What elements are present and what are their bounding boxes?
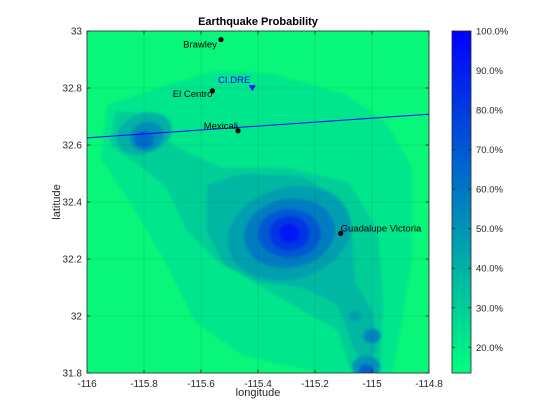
- colorbar-tick-label: 60.0%: [476, 185, 503, 196]
- x-tick-label: -115: [362, 379, 382, 390]
- y-axis: 31.8 32 32.2 32.4 32.6 32.8 33: [63, 27, 429, 380]
- y-axis-label: latitude: [51, 184, 63, 219]
- contour-south-3: [359, 364, 374, 373]
- x-tick-label: -116: [77, 379, 97, 390]
- y-tick-label: 32: [71, 312, 83, 323]
- location-markers: Brawley El Centro Mexicali Guadalupe Victor…: [173, 36, 422, 236]
- chart-title: Earthquake Probability: [198, 16, 319, 28]
- fault-line-layer: [87, 113, 429, 139]
- station-marker: [248, 85, 256, 92]
- city-label: Guadalupe Victoria: [341, 223, 422, 234]
- probability-contours: [101, 70, 412, 373]
- colorbar-ticks: 20.0% 30.0% 40.0% 50.0% 60.0% 70.0% 80.0% 90.0%…: [452, 27, 509, 354]
- colorbar-tick-label: 80.0%: [476, 106, 503, 117]
- city-marker: [235, 128, 241, 134]
- x-axis-label: longitude: [236, 387, 281, 399]
- y-tick-label: 31.8: [63, 369, 83, 380]
- colorbar-tick-label: 40.0%: [476, 264, 503, 275]
- y-tick-label: 32.6: [63, 141, 83, 152]
- city-label: El Centro: [173, 89, 213, 100]
- colorbar-tick-label: 50.0%: [476, 224, 503, 235]
- colorbar-tick-label: 70.0%: [476, 145, 503, 156]
- y-tick-label: 32.8: [63, 84, 83, 95]
- city-label: Mexicali: [204, 121, 238, 132]
- contour-main-5: [279, 224, 300, 242]
- colorbar-tick-label: 30.0%: [476, 303, 503, 314]
- x-tick-label: -114.8: [415, 379, 443, 390]
- y-tick-label: 32.4: [63, 198, 83, 209]
- colorbar-tick-label: 20.0%: [476, 343, 503, 354]
- y-tick-label: 33: [71, 27, 83, 38]
- plot-area: Brawley El Centro Mexicali Guadalupe Victor…: [86, 30, 430, 374]
- y-tick-label: 32.2: [63, 255, 83, 266]
- city-marker: [218, 36, 224, 43]
- city-label: Brawley: [183, 40, 217, 51]
- city-marker: [338, 230, 344, 236]
- colorbar-gradient: [451, 30, 472, 374]
- grid-lines: [87, 31, 429, 373]
- colorbar-tick-label: 100.0%: [476, 27, 509, 38]
- colorbar-tick-label: 90.0%: [476, 66, 503, 77]
- x-tick-label: -115.8: [130, 379, 158, 390]
- contour-nw-3: [134, 130, 154, 148]
- contour-south-1: [363, 328, 381, 344]
- x-tick-label: -115.4: [244, 379, 272, 390]
- colorbar: 20.0% 30.0% 40.0% 50.0% 60.0% 70.0% 80.0% 90.0%…: [451, 27, 509, 374]
- city-marker: [209, 88, 215, 94]
- station-label: CI.DRE: [218, 75, 250, 86]
- x-tick-label: -115.2: [301, 379, 329, 390]
- x-tick-label: -115.6: [187, 379, 215, 390]
- contour-south-4: [349, 310, 361, 322]
- fault-line: [87, 113, 429, 139]
- x-axis: -116 -115.8 -115.6 -115.4 -115.2 -115 -114.8: [77, 31, 443, 390]
